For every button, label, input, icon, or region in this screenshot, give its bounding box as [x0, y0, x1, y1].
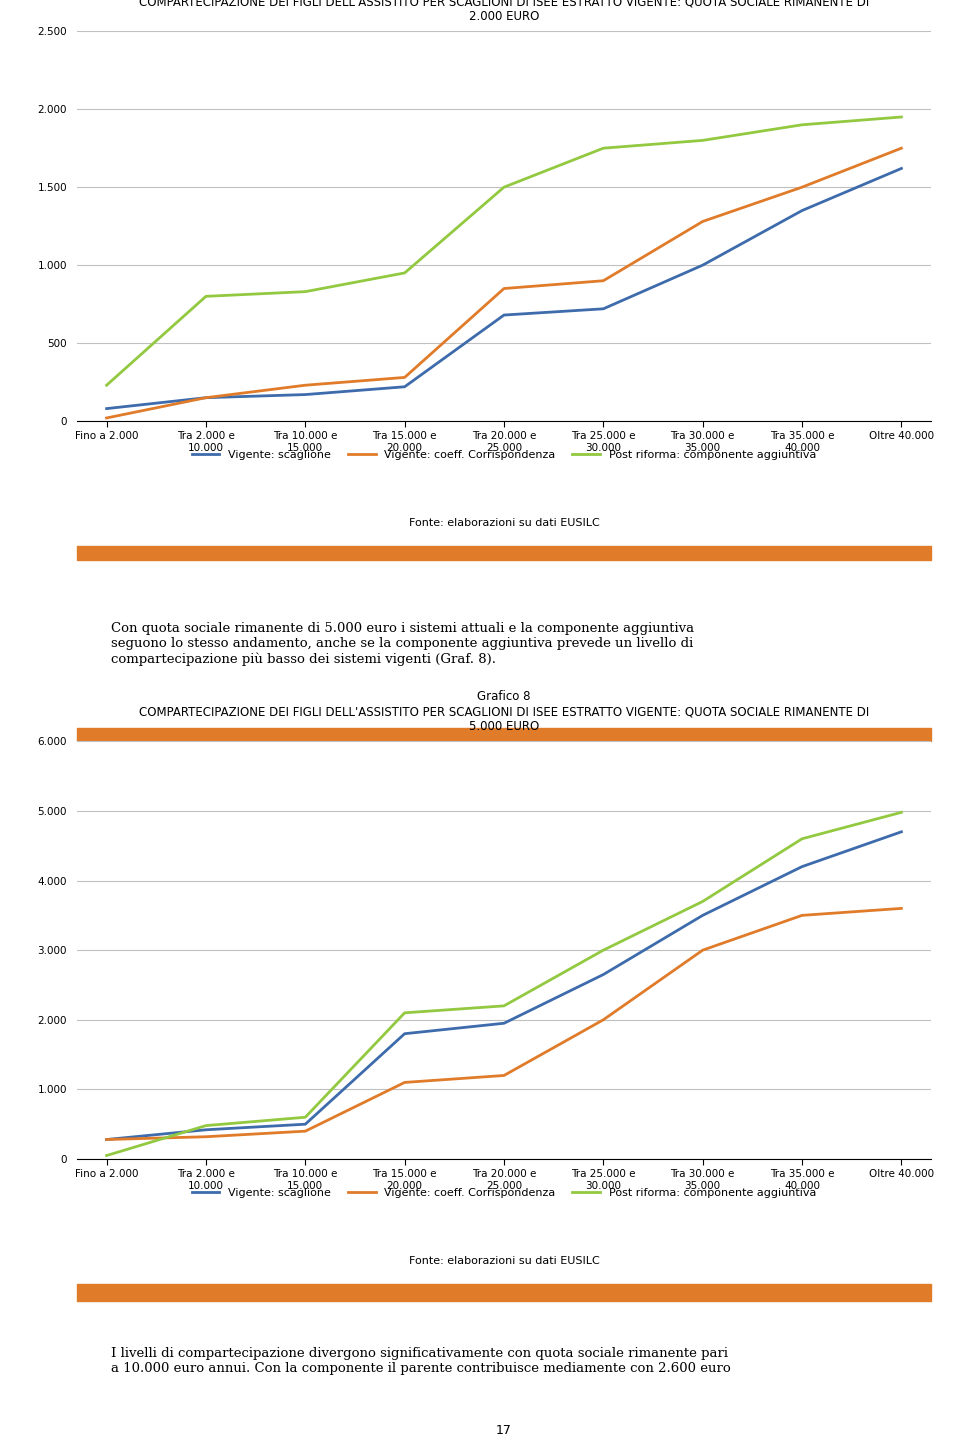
Bar — [77, 727, 931, 742]
Text: Con quota sociale rimanente di 5.000 euro i sistemi attuali e la componente aggi: Con quota sociale rimanente di 5.000 eur… — [111, 621, 694, 665]
Text: Fonte: elaborazioni su dati EUSILC: Fonte: elaborazioni su dati EUSILC — [409, 1256, 599, 1266]
Bar — [77, 1285, 931, 1301]
Text: Fonte: elaborazioni su dati EUSILC: Fonte: elaborazioni su dati EUSILC — [409, 517, 599, 527]
Text: 17: 17 — [496, 1424, 512, 1437]
Title: Grafico 8
COMPARTECIPAZIONE DEI FIGLI DELL'ASSISTITO PER SCAGLIONI DI ISEE ESTRA: Grafico 8 COMPARTECIPAZIONE DEI FIGLI DE… — [139, 690, 869, 733]
Legend: Vigente: scaglione, Vigente: coeff. Corrispondenza, Post riforma: componente agg: Vigente: scaglione, Vigente: coeff. Corr… — [187, 1183, 821, 1202]
Bar — [77, 546, 931, 560]
Text: I livelli di compartecipazione divergono significativamente con quota sociale ri: I livelli di compartecipazione divergono… — [111, 1347, 731, 1375]
Title: Grafico 7
COMPARTECIPAZIONE DEI FIGLI DELL'ASSISTITO PER SCAGLIONI DI ISEE ESTRA: Grafico 7 COMPARTECIPAZIONE DEI FIGLI DE… — [139, 0, 869, 23]
Legend: Vigente: scaglione, Vigente: coeff. Corrispondenza, Post riforma: componente agg: Vigente: scaglione, Vigente: coeff. Corr… — [187, 446, 821, 465]
